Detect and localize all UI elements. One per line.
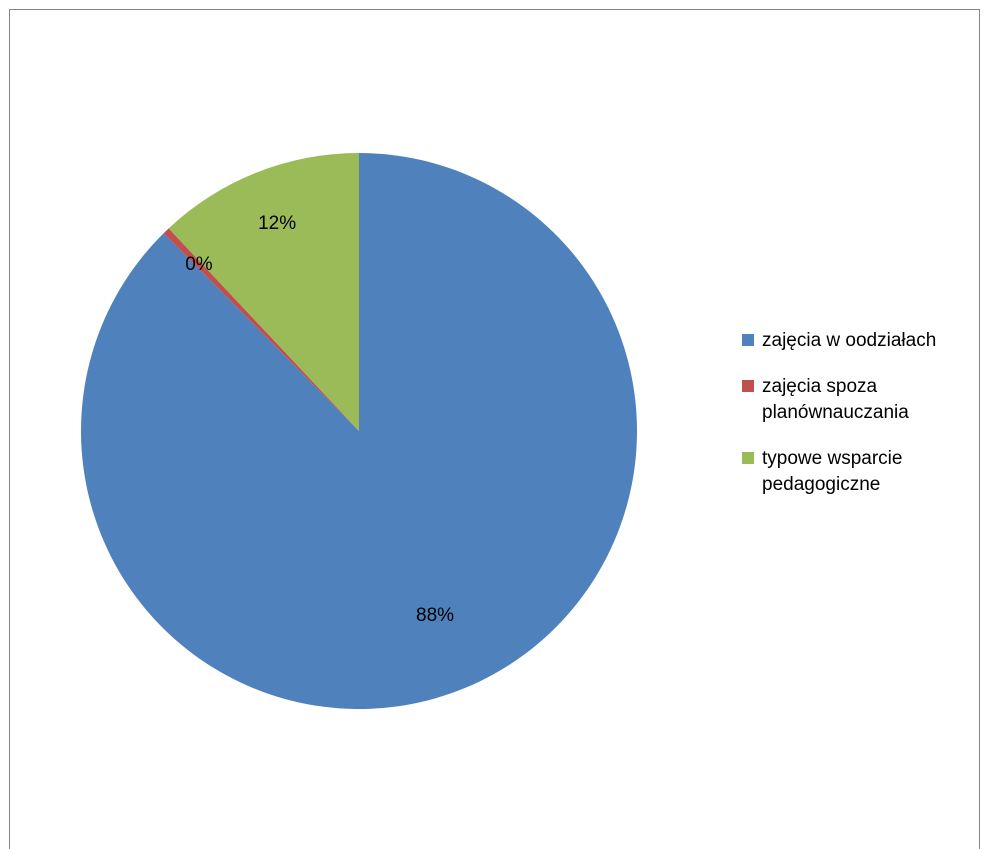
- slice-data-label: 12%: [258, 213, 296, 234]
- pie-slices: [80, 153, 638, 709]
- legend-label: zajęcia w oodziałach: [762, 330, 937, 351]
- legend-item: typowe wsparcie pedagogiczne: [742, 446, 982, 498]
- slice-data-label: 0%: [185, 254, 213, 275]
- legend-swatch: [742, 334, 754, 346]
- chart-area: 88% 0% 12% zajęcia w oodziałach zajęcia sp…: [9, 9, 980, 849]
- slice-data-label: 88%: [416, 605, 454, 626]
- legend-item: zajęcia spoza planównauczania: [742, 374, 982, 426]
- pie-slice: [163, 228, 359, 431]
- legend: zajęcia w oodziałach zajęcia spoza planó…: [742, 328, 982, 498]
- pie-slice: [168, 153, 359, 431]
- legend-swatch: [742, 380, 754, 392]
- pie-chart: 88% 0% 12%: [80, 153, 638, 709]
- legend-swatch: [742, 452, 754, 464]
- pie-data-labels: 88% 0% 12%: [185, 213, 454, 626]
- legend-label: typowe wsparcie pedagogiczne: [762, 448, 903, 495]
- legend-label: zajęcia spoza planównauczania: [762, 376, 909, 423]
- legend-item: zajęcia w oodziałach: [742, 328, 982, 354]
